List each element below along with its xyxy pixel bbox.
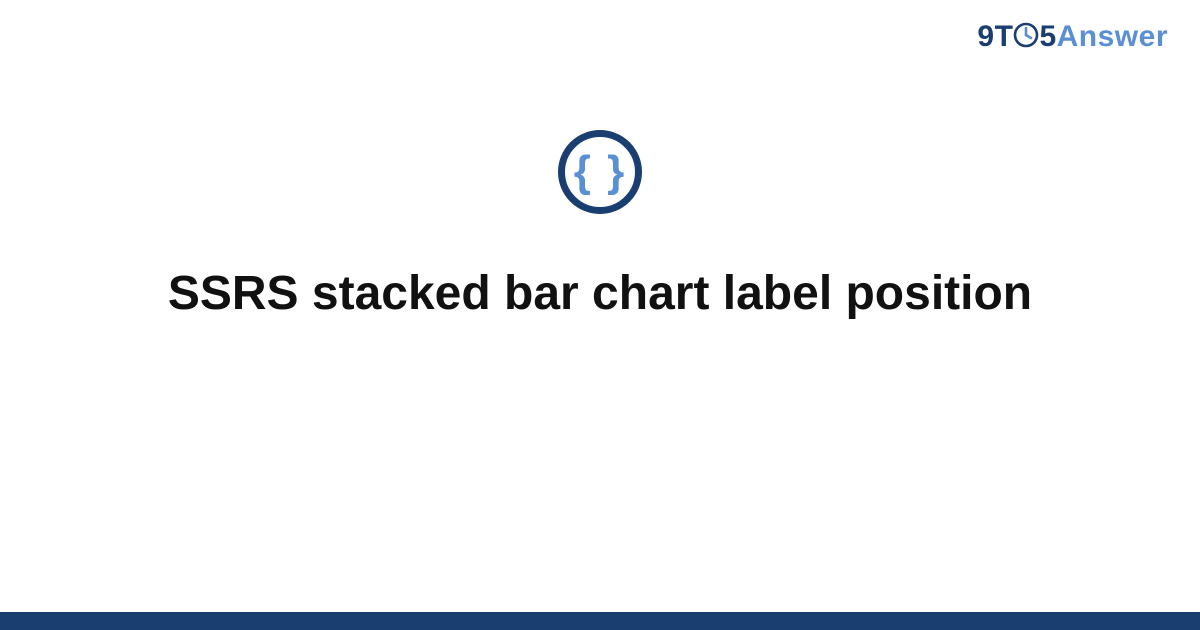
logo-text-9t: 9T (977, 20, 1013, 53)
topic-icon-circle: { } (558, 130, 642, 214)
logo-text-answer: Answer (1057, 20, 1168, 53)
footer-bar (0, 612, 1200, 630)
site-logo: 9T 5Answer (977, 20, 1168, 54)
main-content: { } SSRS stacked bar chart label positio… (0, 130, 1200, 327)
code-braces-icon: { } (574, 150, 626, 194)
clock-icon (1013, 22, 1039, 56)
logo-text-5: 5 (1039, 20, 1056, 53)
page-title: SSRS stacked bar chart label position (168, 262, 1032, 327)
